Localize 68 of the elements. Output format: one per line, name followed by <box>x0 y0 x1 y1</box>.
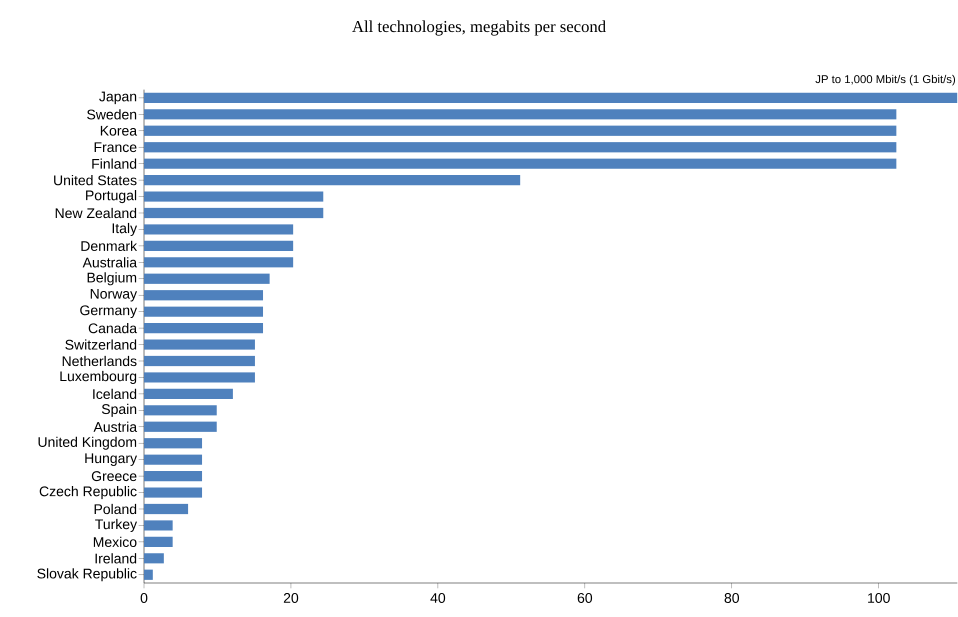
bar <box>144 92 958 103</box>
y-tick-label: Greece <box>92 471 136 482</box>
bar <box>144 191 324 202</box>
bar <box>144 290 264 300</box>
y-tick-label: Slovak Republic <box>37 568 137 582</box>
bar <box>144 339 255 350</box>
bar <box>144 487 202 498</box>
bar <box>144 240 294 251</box>
bar <box>144 109 896 120</box>
y-tick-label: Belgium <box>88 272 136 286</box>
bar <box>144 438 202 448</box>
y-tick-label: Luxembourg <box>60 370 136 384</box>
y-tick-label: Finland <box>92 158 136 169</box>
text: JP to 1,000 Mbit/s (1 Gbit/s) <box>815 74 956 86</box>
y-tick-label: New Zealand <box>56 208 136 218</box>
bar <box>144 224 294 235</box>
x-tick-label: 100 <box>868 593 890 603</box>
y-tick-label: United Kingdom <box>38 436 136 450</box>
y-tick-label: United States <box>54 174 137 186</box>
y-tick-label: France <box>94 142 136 152</box>
bar <box>144 405 217 416</box>
y-tick-label: Austria <box>94 422 138 432</box>
bar <box>144 570 153 580</box>
bar <box>144 372 255 383</box>
bar <box>144 454 202 465</box>
y-tick-label: Switzerland <box>65 339 136 350</box>
y-tick-label: Spain <box>102 404 136 417</box>
y-tick-label: Australia <box>82 257 138 268</box>
bar <box>144 306 264 317</box>
y-tick-label: Czech Republic <box>40 486 137 500</box>
y-tick-label: Norway <box>90 288 138 302</box>
bar <box>144 208 324 218</box>
bar <box>144 471 202 482</box>
y-tick-label: Ireland <box>96 553 136 564</box>
x-tick-label: 80 <box>724 593 740 603</box>
bar <box>144 142 896 152</box>
bar <box>144 356 255 366</box>
y-tick-label: Sweden <box>87 109 136 120</box>
chart-title: All technologies, megabits per second <box>352 20 606 36</box>
x-tick-label: 40 <box>430 593 446 603</box>
y-tick-label: Denmark <box>81 240 138 252</box>
bar <box>144 257 294 268</box>
bar <box>144 323 264 334</box>
bar <box>144 422 217 432</box>
y-tick-label: Japan <box>99 92 136 104</box>
y-tick-label: Turkey <box>95 518 138 532</box>
bar <box>144 175 520 186</box>
y-tick-label: Poland <box>94 504 136 514</box>
bar <box>144 536 173 547</box>
y-tick-label: Portugal <box>86 190 136 204</box>
y-tick-label: Netherlands <box>62 356 137 366</box>
y-tick-label: Canada <box>88 322 138 334</box>
y-tick-label: Korea <box>100 126 138 136</box>
y-tick-label: Italy <box>112 222 138 236</box>
x-tick-label: 60 <box>578 593 592 603</box>
y-tick-label: Mexico <box>94 536 136 548</box>
bar <box>144 553 164 564</box>
y-tick-label: Hungary <box>85 453 138 466</box>
bar <box>144 274 270 284</box>
y-tick-label: Germany <box>80 305 138 318</box>
bar <box>144 158 896 169</box>
x-tick-label: 0 <box>140 593 148 603</box>
bar <box>144 520 173 531</box>
x-tick-label: 20 <box>284 593 298 603</box>
y-tick-label: Iceland <box>93 388 136 400</box>
bar <box>144 388 233 399</box>
bar <box>144 504 188 514</box>
bar <box>144 126 896 136</box>
